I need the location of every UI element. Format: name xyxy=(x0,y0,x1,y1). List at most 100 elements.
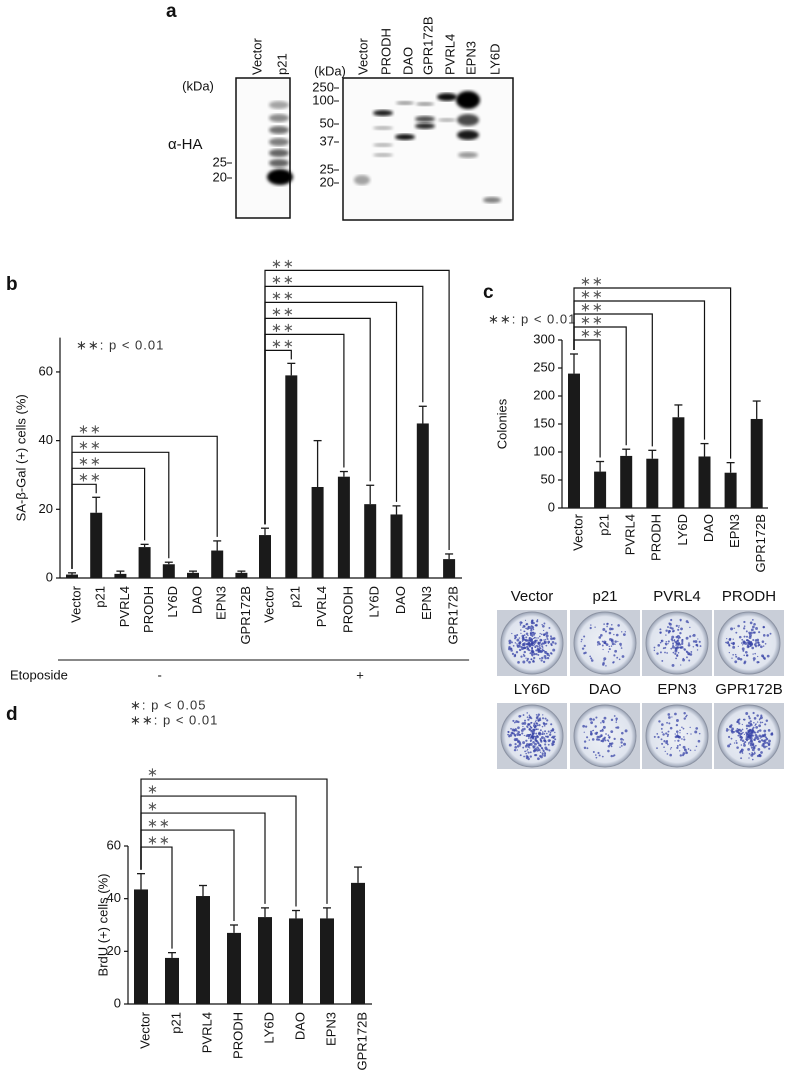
colony xyxy=(546,656,550,660)
colony xyxy=(666,753,669,755)
colony xyxy=(659,651,662,654)
colony xyxy=(682,657,685,660)
colony xyxy=(755,723,757,725)
colony xyxy=(678,625,680,627)
colony xyxy=(758,729,762,732)
y-tick-label: 40 xyxy=(39,432,53,447)
colony xyxy=(529,639,533,643)
y-tick-label: 0 xyxy=(46,569,53,584)
colony xyxy=(601,640,604,643)
size-marker: 250 xyxy=(312,79,334,94)
colony xyxy=(735,631,738,634)
colony xyxy=(545,644,548,647)
colony xyxy=(752,711,755,715)
colony xyxy=(751,646,755,650)
colony xyxy=(542,642,545,645)
plate-label: GPR172B xyxy=(715,681,783,698)
colony xyxy=(736,727,739,730)
colony xyxy=(530,727,533,729)
bar xyxy=(620,455,633,508)
blot-band xyxy=(438,118,456,122)
colony xyxy=(612,661,615,664)
colony xyxy=(676,719,679,722)
y-tick-label: 40 xyxy=(107,890,121,905)
colony xyxy=(517,730,520,734)
bar xyxy=(138,547,151,578)
colony xyxy=(666,652,668,654)
x-tick-label: GPR172B xyxy=(446,586,461,645)
colony xyxy=(514,642,517,644)
colony xyxy=(526,627,530,630)
colony xyxy=(730,627,733,631)
colony xyxy=(619,642,622,646)
colony xyxy=(585,725,588,728)
blot-band xyxy=(457,130,479,140)
colony xyxy=(680,620,682,622)
x-tick-label: PRODH xyxy=(649,514,664,561)
kda-unit: (kDa) xyxy=(314,63,346,78)
colony xyxy=(536,735,539,738)
significance-bracket xyxy=(573,287,732,459)
colony xyxy=(528,728,532,731)
x-tick-label: PRODH xyxy=(141,586,156,633)
colony xyxy=(692,633,696,637)
plate-label: PRODH xyxy=(722,588,776,605)
colony xyxy=(732,653,734,656)
colony xyxy=(664,646,667,649)
colony xyxy=(530,658,533,661)
colony xyxy=(553,743,555,746)
colony xyxy=(536,648,539,652)
colony xyxy=(521,732,524,735)
colony xyxy=(598,735,601,739)
colony xyxy=(604,739,607,742)
colony xyxy=(686,732,689,735)
bar xyxy=(227,932,241,1004)
blot-band xyxy=(395,134,415,140)
colony xyxy=(519,745,521,747)
x-tick-label: DAO xyxy=(701,514,716,542)
colony xyxy=(609,637,612,641)
colony xyxy=(522,643,525,645)
colony xyxy=(668,722,671,725)
colony xyxy=(537,719,540,722)
colony xyxy=(507,733,509,736)
colony xyxy=(747,715,751,718)
colony xyxy=(524,619,527,621)
bar xyxy=(196,896,210,1004)
significance-mark: ∗∗ xyxy=(271,304,295,319)
colony xyxy=(544,656,547,660)
colony xyxy=(729,743,732,746)
colony xyxy=(758,724,761,728)
significance-mark: ∗∗ xyxy=(580,286,604,301)
colony xyxy=(532,644,535,647)
y-axis-label: SA-β-Gal (+) cells (%) xyxy=(13,394,28,521)
colony xyxy=(527,723,531,726)
colony xyxy=(536,715,539,718)
colony xyxy=(529,725,532,727)
colony xyxy=(745,736,748,739)
colony xyxy=(735,741,738,744)
colony xyxy=(598,636,602,639)
lane-label: Vector xyxy=(355,37,370,75)
colony xyxy=(665,640,668,643)
blot-band xyxy=(373,126,393,130)
colony xyxy=(770,732,774,736)
colony xyxy=(761,721,764,724)
colony xyxy=(751,729,755,733)
colony xyxy=(736,720,740,723)
significance-mark: ∗∗ xyxy=(271,256,295,271)
colony xyxy=(583,746,587,750)
colony xyxy=(548,749,551,752)
colony xyxy=(522,746,525,749)
colony xyxy=(603,660,605,662)
colony xyxy=(533,653,535,655)
colony xyxy=(755,725,759,729)
colony xyxy=(695,745,698,748)
colony xyxy=(753,643,757,646)
colony xyxy=(748,752,751,755)
colony xyxy=(542,717,545,720)
colony xyxy=(676,634,680,638)
colony xyxy=(613,654,616,657)
bar xyxy=(750,418,763,508)
colony xyxy=(525,743,529,747)
